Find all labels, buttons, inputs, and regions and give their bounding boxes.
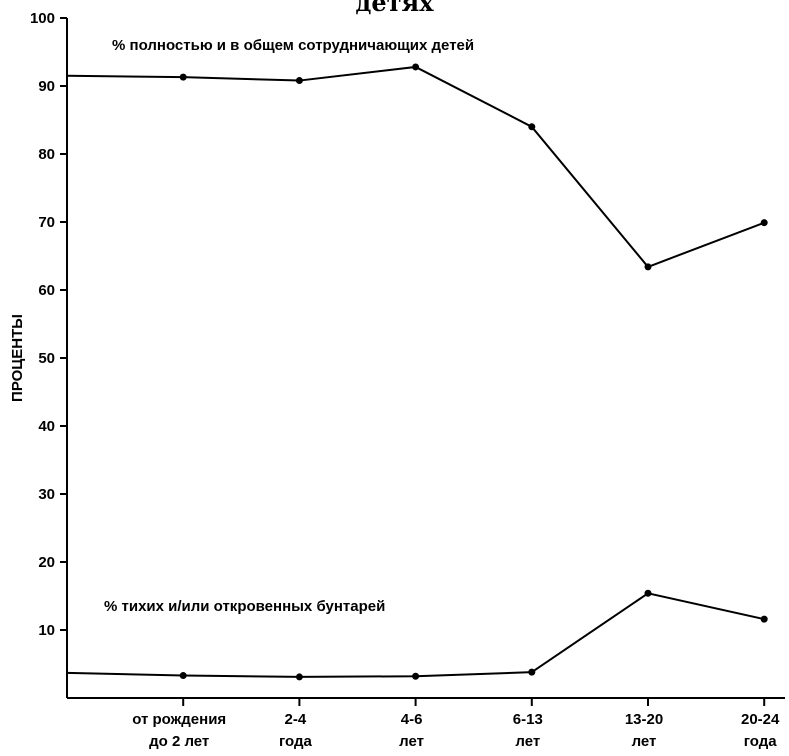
y-tick-label: 40 <box>38 418 55 435</box>
x-tick-label: 2-4 <box>285 711 307 728</box>
x-tick-label: 6-13 <box>513 711 543 728</box>
chart-title: детях <box>355 0 434 17</box>
data-point <box>760 615 768 623</box>
x-tick-label: 20-24 <box>741 711 780 728</box>
series-line <box>66 65 765 269</box>
y-tick-label: 100 <box>30 10 55 27</box>
x-tick-label: лет <box>632 733 657 750</box>
y-tick-label: 60 <box>38 282 55 299</box>
x-tick-label: года <box>744 733 778 750</box>
data-point <box>528 123 536 131</box>
x-tick-label: 4-6 <box>401 711 423 728</box>
data-point <box>644 263 652 271</box>
x-tick-label: до 2 лет <box>149 733 209 750</box>
series-label: % полностью и в общем сотрудничающих дет… <box>112 37 474 54</box>
y-axis-label: ПРОЦЕНТЫ <box>9 314 26 402</box>
x-tick-label: от рождения <box>132 711 226 728</box>
data-point <box>528 668 536 676</box>
data-point <box>179 672 187 680</box>
y-tick-label: 70 <box>38 214 55 231</box>
data-point <box>179 73 187 81</box>
data-point <box>644 589 652 597</box>
y-tick-label: 90 <box>38 78 55 95</box>
data-point <box>412 672 420 680</box>
data-point <box>295 77 303 85</box>
x-tick-label: 13-20 <box>625 711 663 728</box>
y-tick-label: 50 <box>38 350 55 367</box>
series-label: % тихих и/или откровенных бунтарей <box>104 598 385 615</box>
data-point <box>295 673 303 681</box>
x-tick-label: года <box>279 733 313 750</box>
y-tick-label: 10 <box>38 622 55 639</box>
x-tick-label: лет <box>515 733 540 750</box>
data-point <box>760 219 768 227</box>
y-tick-label: 80 <box>38 146 55 163</box>
y-tick-label: 20 <box>38 554 55 571</box>
y-tick-label: 30 <box>38 486 55 503</box>
data-point <box>412 63 420 71</box>
x-tick-label: лет <box>399 733 424 750</box>
